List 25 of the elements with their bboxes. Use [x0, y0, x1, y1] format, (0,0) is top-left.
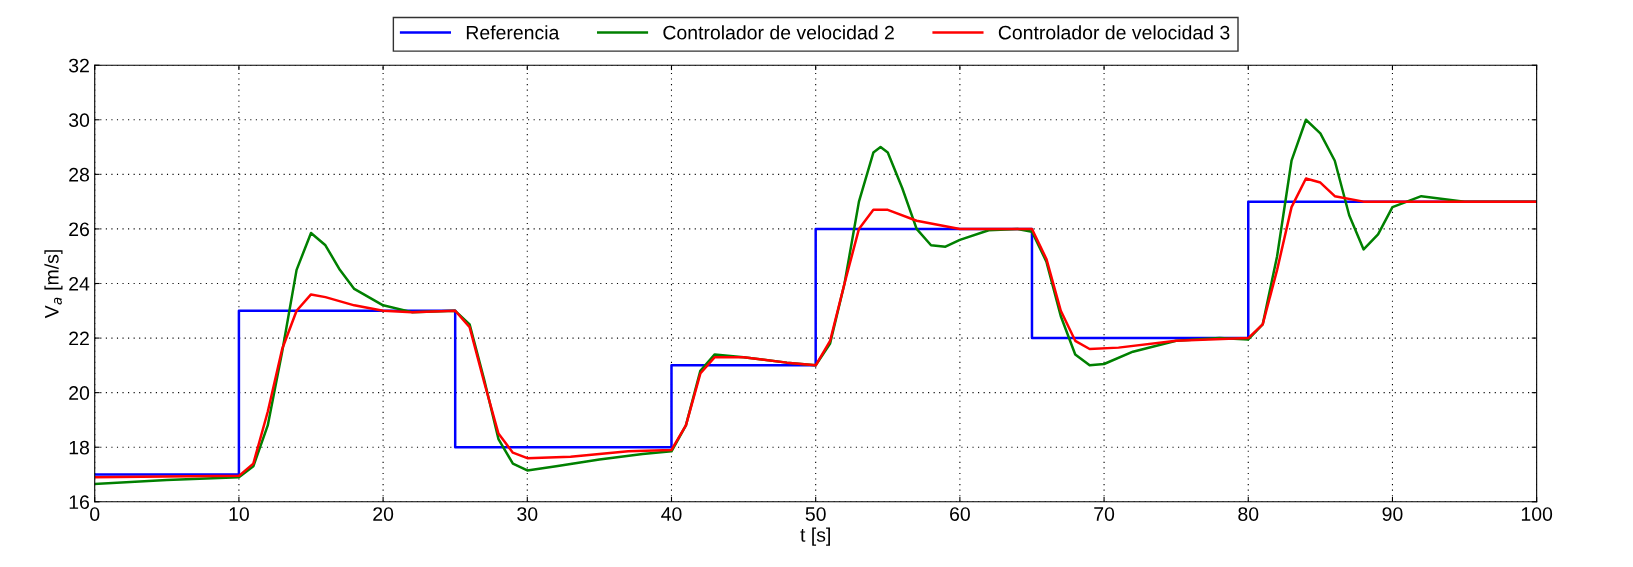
y-tick-label: 26 — [69, 222, 89, 237]
x-tick-label: 90 — [1382, 507, 1403, 521]
x-tick-label: 0 — [90, 507, 100, 521]
x-tick-label: 60 — [950, 507, 970, 521]
y-tick-label: 18 — [69, 440, 90, 455]
legend-label: Controlador de velocidad 3 — [998, 25, 1230, 40]
y-tick-label: 30 — [68, 113, 90, 128]
y-tick-label: 28 — [69, 167, 90, 182]
y-tick-label: 20 — [69, 386, 90, 400]
y-tick-label: 16 — [69, 495, 89, 510]
x-tick-label: 50 — [805, 507, 826, 521]
legend-label: Referencia — [466, 25, 560, 40]
x-tick-label: 100 — [1521, 507, 1553, 521]
x-tick-label: 70 — [1094, 507, 1115, 521]
x-tick-label: 80 — [1238, 507, 1259, 521]
x-tick-label: 10 — [229, 507, 249, 521]
y-tick-label: 24 — [69, 276, 90, 291]
y-tick-label: 32 — [68, 58, 89, 73]
x-axis-title: t [s] — [800, 527, 830, 546]
x-tick-label: 40 — [661, 507, 682, 521]
x-tick-label: 30 — [517, 507, 538, 521]
x-tick-label: 20 — [373, 507, 394, 521]
legend-label: Controlador de velocidad 2 — [663, 25, 894, 40]
y-tick-label: 22 — [69, 331, 89, 346]
y-axis-title: V$_{a}$ [m/s] — [44, 250, 63, 319]
